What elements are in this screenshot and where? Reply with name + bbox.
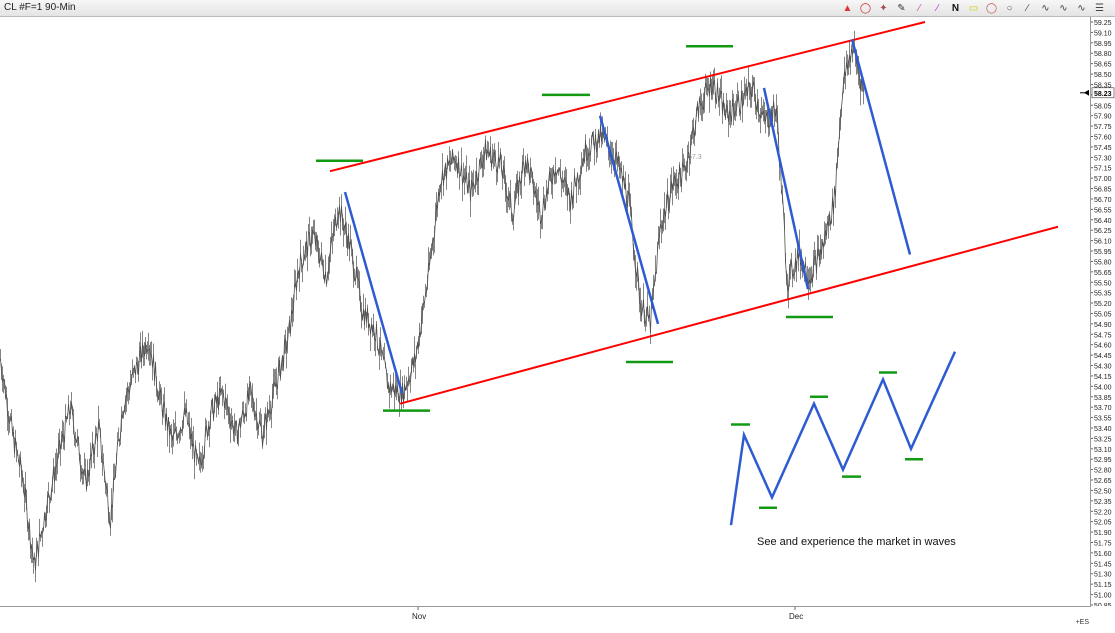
x-tick-label: Nov [412, 612, 426, 621]
rectangle-icon[interactable]: ▭ [968, 3, 979, 14]
price-axis[interactable]: 59.2559.1058.9558.8058.6558.5058.3558.20… [1091, 17, 1115, 610]
y-tick-label: 56.70 [1094, 197, 1112, 204]
y-tick-label: 54.00 [1094, 384, 1112, 391]
y-tick-label: 51.75 [1094, 541, 1112, 548]
line-icon[interactable]: ∕ [1026, 3, 1029, 14]
last-price-label: 58.23 [1094, 91, 1112, 98]
y-tick-label: 55.35 [1094, 291, 1112, 298]
y-tick-label: 57.60 [1094, 135, 1112, 142]
down-wave-line [850, 39, 912, 255]
y-tick-label: 51.45 [1094, 561, 1112, 568]
y-tick-label: 57.45 [1094, 145, 1112, 152]
text-n-icon[interactable]: N [951, 3, 960, 14]
wave-icon-2[interactable]: ∿ [1059, 3, 1068, 14]
wand-icon[interactable]: ✦ [879, 3, 888, 14]
y-tick-label: 59.10 [1094, 30, 1112, 37]
price-chart-svg: See and experience the market in waves 57… [0, 21, 1089, 583]
zigzag-icon[interactable]: ∿ [1077, 3, 1086, 14]
y-tick-label: 52.05 [1094, 520, 1112, 527]
y-tick-label: 58.05 [1094, 103, 1112, 110]
y-tick-label: 54.45 [1094, 353, 1112, 360]
y-tick-label: 52.20 [1094, 509, 1112, 516]
price-line [0, 46, 864, 571]
circle-icon[interactable]: ◯ [985, 3, 998, 14]
y-tick-label: 54.30 [1094, 364, 1112, 371]
menu-icon[interactable]: ☰ [1095, 3, 1104, 14]
y-tick-label: 55.20 [1094, 301, 1112, 308]
down-wave-line [343, 191, 404, 394]
y-tick-label: 56.55 [1094, 207, 1112, 214]
y-tick-label: 53.40 [1094, 426, 1112, 433]
drawing-toolbar: ▲ ◯ ✦ ✎ ⁄ ∕ N ▭ ◯ ○ ∕ ∿ ∿ ∿ ☰ [840, 1, 1107, 16]
last-price-box [1091, 87, 1115, 99]
axis-footer-label: +ES [1075, 619, 1089, 626]
down-wave-line [762, 87, 810, 290]
y-tick-label: 58.95 [1094, 41, 1112, 48]
x-tick-label: Dec [789, 612, 803, 621]
y-tick-label: 52.35 [1094, 499, 1112, 506]
y-tick-label: 52.65 [1094, 478, 1112, 485]
y-tick-label: 56.85 [1094, 187, 1112, 194]
pencil-icon[interactable]: ✎ [897, 3, 906, 14]
clock-icon[interactable]: ◯ [859, 3, 872, 14]
y-tick-label: 51.90 [1094, 530, 1112, 537]
y-tick-label: 51.00 [1094, 593, 1112, 600]
annotation-text: See and experience the market in waves [757, 536, 956, 548]
y-tick-label: 52.50 [1094, 488, 1112, 495]
y-tick-label: 58.50 [1094, 72, 1112, 79]
y-tick-label: 55.80 [1094, 259, 1112, 266]
y-tick-label: 51.30 [1094, 572, 1112, 579]
y-tick-label: 50.85 [1094, 603, 1112, 606]
y-tick-label: 57.75 [1094, 124, 1112, 131]
y-tick-label: 51.60 [1094, 551, 1112, 558]
y-tick-label: 53.25 [1094, 436, 1112, 443]
y-tick-label: 57.15 [1094, 166, 1112, 173]
y-tick-label: 57.00 [1094, 176, 1112, 183]
y-tick-label: 58.65 [1094, 62, 1112, 69]
price-axis-svg: 59.2559.1058.9558.8058.6558.5058.3558.20… [1091, 20, 1115, 610]
y-tick-label: 56.10 [1094, 239, 1112, 246]
y-tick-label: 54.60 [1094, 343, 1112, 350]
chart-title: CL #F=1 90-Min [4, 2, 76, 13]
y-tick-label: 53.10 [1094, 447, 1112, 454]
y-tick-label: 51.15 [1094, 582, 1112, 589]
paint-icon[interactable]: ▲ [842, 3, 853, 14]
wave-illustration [729, 351, 957, 526]
time-axis[interactable]: Nov Dec +ES [0, 606, 1091, 628]
ellipse-icon[interactable]: ○ [1006, 3, 1013, 14]
chart-plot-area[interactable]: See and experience the market in waves 57… [0, 17, 1091, 606]
chart-titlebar: CL #F=1 90-Min ▲ ◯ ✦ ✎ ⁄ ∕ N ▭ ◯ ○ ∕ ∿ ∿… [0, 0, 1115, 17]
y-tick-label: 58.80 [1094, 51, 1112, 58]
y-tick-label: 55.95 [1094, 249, 1112, 256]
y-tick-label: 52.80 [1094, 468, 1112, 475]
time-axis-svg: Nov Dec [412, 607, 803, 621]
parallel-lines-icon[interactable]: ∕ [936, 3, 939, 14]
down-wave-line [598, 115, 660, 325]
y-tick-label: 52.95 [1094, 457, 1112, 464]
y-tick-label: 54.90 [1094, 322, 1112, 329]
y-tick-label: 58.35 [1094, 82, 1112, 89]
wave-icon[interactable]: ∿ [1041, 3, 1050, 14]
y-tick-label: 55.65 [1094, 270, 1112, 277]
y-tick-label: 54.15 [1094, 374, 1112, 381]
fib-icon[interactable]: ⁄ [918, 3, 921, 14]
y-tick-label: 53.55 [1094, 416, 1112, 423]
y-tick-label: 55.05 [1094, 311, 1112, 318]
channel-upper-line [329, 21, 926, 173]
y-tick-label: 54.75 [1094, 332, 1112, 339]
y-tick-label: 53.70 [1094, 405, 1112, 412]
y-tick-label: 56.40 [1094, 218, 1112, 225]
y-tick-label: 55.50 [1094, 280, 1112, 287]
y-tick-label: 56.25 [1094, 228, 1112, 235]
y-tick-label: 53.85 [1094, 395, 1112, 402]
y-tick-label: 59.25 [1094, 20, 1112, 27]
y-tick-label: 57.30 [1094, 155, 1112, 162]
inline-price-label: 57.3 [688, 154, 702, 161]
channel-lower-line [399, 225, 1059, 405]
y-tick-label: 57.90 [1094, 114, 1112, 121]
